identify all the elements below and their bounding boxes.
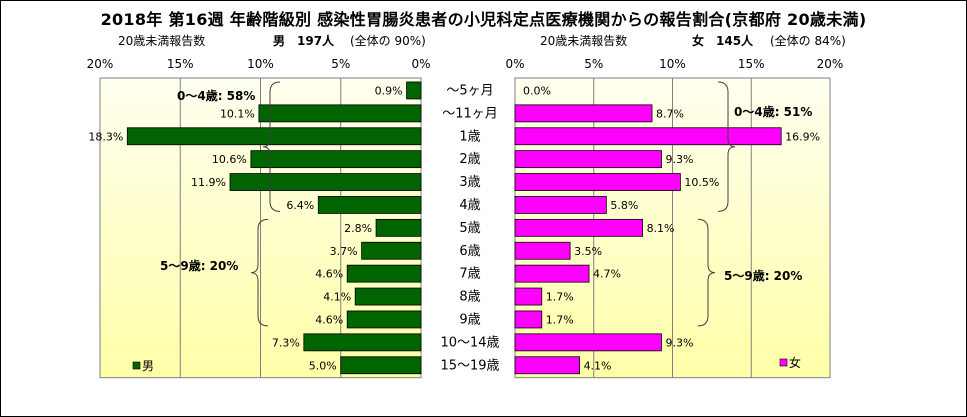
female-annotation-0-4: 0〜4歳: 51% [734, 104, 812, 119]
female-data-label: 4.7% [593, 268, 621, 281]
male-data-label: 18.3% [88, 130, 123, 143]
male-header-sex: 男 [273, 34, 286, 48]
male-bar [361, 241, 422, 260]
male-data-label: 4.6% [315, 268, 343, 281]
male-brace-0-4 [262, 81, 281, 212]
female-x-tick-label: 5% [584, 57, 603, 71]
age-category-label: 15〜19歳 [440, 358, 499, 373]
chart-title: 2018年 第16週 年齢階級別 感染性胃腸炎患者の小児科定点医療機関からの報告… [100, 10, 867, 29]
age-category-label: 〜11ヶ月 [442, 106, 498, 121]
female-x-tick-label: 10% [659, 57, 686, 71]
female-bar [514, 218, 643, 237]
male-bar [126, 127, 422, 146]
male-legend-label: 男 [142, 359, 154, 373]
male-bar [340, 356, 422, 375]
age-category-label: 8歳 [459, 290, 480, 305]
age-category-label: 7歳 [459, 267, 480, 282]
male-bar [229, 173, 422, 191]
female-brace-0-4 [717, 81, 736, 212]
male-x-tick-label: 15% [167, 57, 194, 71]
male-annotation-0-4: 0〜4歳: 58% [177, 88, 255, 103]
female-data-label: 1.7% [546, 313, 574, 326]
female-data-label: 5.8% [610, 199, 638, 212]
female-bar [514, 287, 543, 306]
female-data-label: 4.1% [584, 359, 612, 372]
female-bar [514, 104, 653, 123]
female-data-label: 10.5% [684, 176, 719, 189]
female-data-label: 8.7% [656, 107, 684, 120]
female-bar [514, 264, 590, 283]
male-x-tick-label: 20% [87, 57, 114, 71]
age-category-label: 6歳 [459, 244, 480, 259]
female-bar [514, 333, 662, 352]
male-x-tick-label: 5% [331, 57, 350, 71]
female-data-label: 1.7% [546, 291, 574, 304]
female-data-label: 8.1% [647, 222, 675, 235]
female-bar [514, 127, 782, 146]
female-header-share: (全体の 84%) [770, 34, 846, 48]
female-header-label: 20歳未満報告数 [540, 34, 628, 48]
age-category-label: 1歳 [459, 129, 480, 144]
female-data-label: 0.0% [523, 84, 551, 97]
age-category-label: 2歳 [459, 152, 480, 167]
female-data-label: 3.5% [574, 245, 602, 258]
male-header-label: 20歳未満報告数 [118, 34, 206, 48]
female-annotation-5-9: 5〜9歳: 20% [724, 268, 802, 283]
male-bar [375, 218, 422, 237]
male-bar [250, 150, 422, 169]
female-x-tick-label: 0% [505, 57, 524, 71]
male-data-label: 11.9% [191, 176, 226, 189]
male-brace-5-9 [250, 218, 269, 327]
female-data-label: 9.3% [665, 336, 693, 349]
male-data-label: 4.6% [315, 313, 343, 326]
female-bar [514, 173, 681, 191]
female-data-label: 9.3% [665, 153, 693, 166]
female-brace-5-9 [697, 218, 716, 327]
female-bar [514, 356, 580, 375]
age-category-label: 3歳 [459, 175, 480, 190]
male-legend-swatch [132, 361, 141, 370]
female-bar [514, 150, 662, 169]
male-data-label: 10.1% [220, 107, 255, 120]
female-header-count: 145人 [716, 34, 754, 48]
female-x-tick-label: 20% [817, 57, 844, 71]
female-data-label: 16.9% [785, 130, 820, 143]
male-data-label: 5.0% [309, 359, 337, 372]
male-x-tick-label: 0% [411, 57, 430, 71]
male-data-label: 2.8% [344, 222, 372, 235]
male-header-count: 197人 [297, 34, 335, 48]
male-bar [346, 310, 422, 329]
age-category-label: 〜5ヶ月 [446, 83, 493, 98]
male-bar [317, 196, 422, 214]
male-bar [346, 264, 422, 283]
male-data-label: 3.7% [330, 245, 358, 258]
male-bar [406, 81, 422, 100]
female-legend-label: 女 [789, 355, 801, 370]
male-data-label: 4.1% [323, 291, 351, 304]
male-data-label: 10.6% [212, 153, 247, 166]
male-bar [258, 104, 422, 123]
male-x-tick-label: 10% [247, 57, 274, 71]
female-bar [514, 241, 571, 260]
male-data-label: 6.4% [286, 199, 314, 212]
age-category-label: 4歳 [459, 198, 480, 213]
male-bar [303, 333, 422, 352]
female-bar [514, 196, 607, 214]
age-category-label: 9歳 [459, 312, 480, 327]
male-annotation-5-9: 5〜9歳: 20% [160, 258, 238, 273]
age-category-label: 10〜14歳 [440, 335, 499, 350]
female-header-sex: 女 [692, 34, 705, 48]
male-bar [354, 287, 422, 306]
male-data-label: 0.9% [375, 84, 403, 97]
male-header-share: (全体の 90%) [350, 34, 426, 48]
female-legend-swatch [779, 358, 788, 367]
female-bar [514, 310, 543, 329]
female-x-tick-label: 15% [738, 57, 765, 71]
male-data-label: 7.3% [272, 336, 300, 349]
age-category-label: 5歳 [459, 221, 480, 236]
